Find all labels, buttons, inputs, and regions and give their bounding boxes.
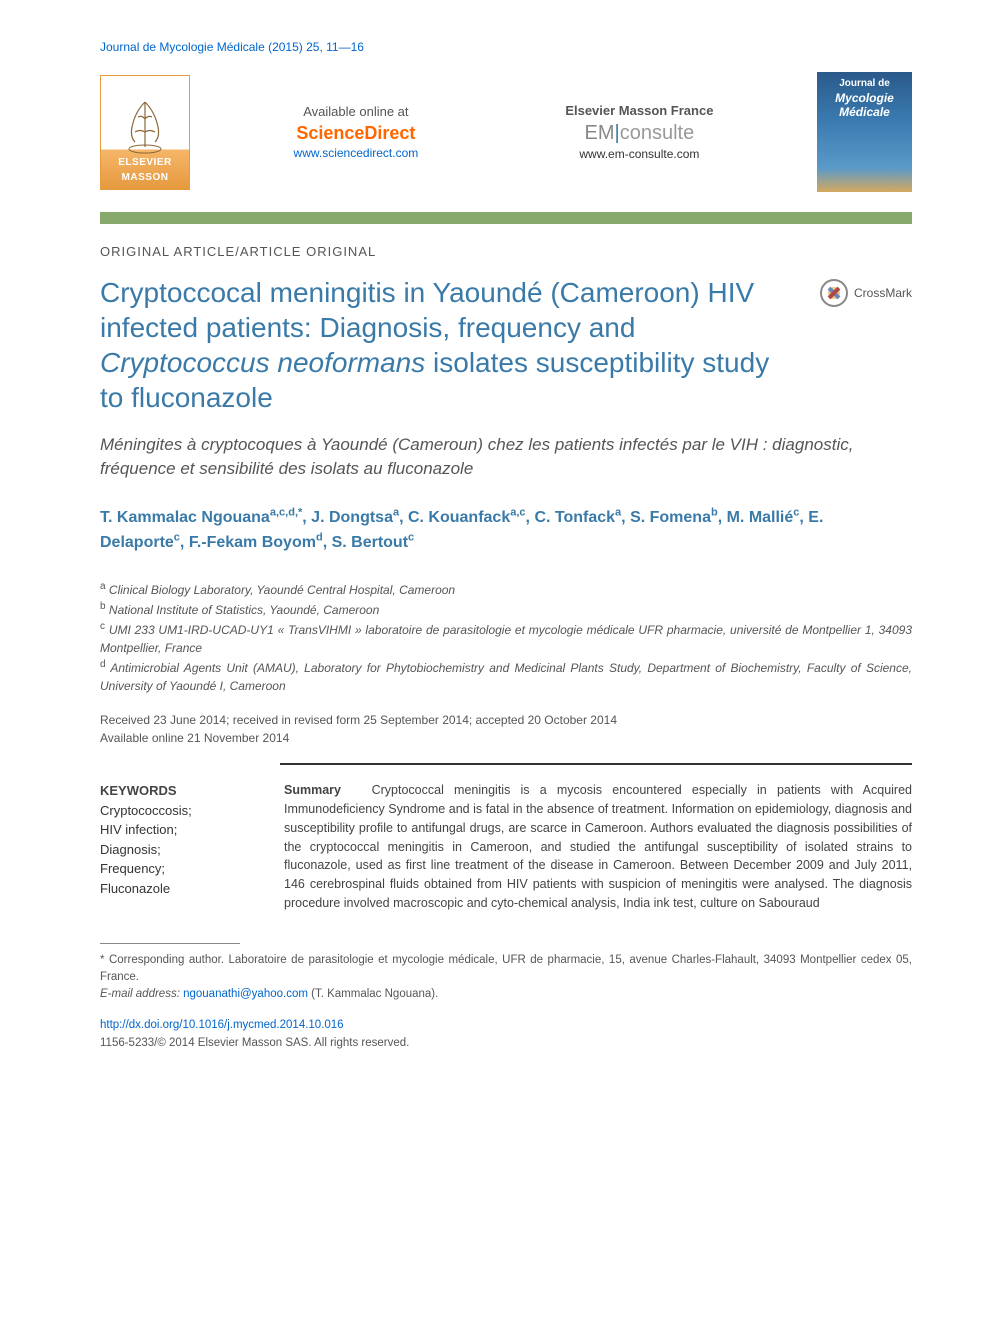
corresponding-author-note: * Corresponding author. Laboratoire de p… [100,952,912,987]
section-divider-bar [100,212,912,224]
emconsulte-block: Elsevier Masson France EM|consulte www.e… [565,103,713,161]
elsevier-masson-france-label: Elsevier Masson France [565,103,713,118]
sciencedirect-logo: ScienceDirect [294,123,419,144]
article-title: Cryptoccocal meningitis in Yaoundé (Came… [100,275,800,415]
abstract-section: KEYWORDS Cryptococcosis; HIV infection; … [100,781,912,912]
footnote-rule [100,943,240,944]
crossmark-label: CrossMark [854,286,912,300]
affiliations-list: a Clinical Biology Laboratory, Yaoundé C… [100,579,912,695]
email-line: E-mail address: ngouanathi@yahoo.com (T.… [100,986,912,1003]
article-subtitle-french: Méningites à cryptocoques à Yaoundé (Cam… [100,433,912,481]
article-dates: Received 23 June 2014; received in revis… [100,711,912,747]
elsevier-tree-icon [120,97,170,157]
keywords-column: KEYWORDS Cryptococcosis; HIV infection; … [100,781,260,912]
available-online-label: Available online at [294,104,419,119]
elsevier-label: ELSEVIER [118,157,171,172]
sciencedirect-url[interactable]: www.sciencedirect.com [294,146,419,160]
sciencedirect-block: Available online at ScienceDirect www.sc… [294,104,419,160]
doi-link[interactable]: http://dx.doi.org/10.1016/j.mycmed.2014.… [100,1019,344,1031]
abstract-text: Summary Cryptococcal meningitis is a myc… [284,781,912,912]
footnotes-block: * Corresponding author. Laboratoire de p… [100,952,912,1004]
online-links-block: Available online at ScienceDirect www.sc… [220,103,787,161]
keywords-heading: KEYWORDS [100,781,260,801]
emconsulte-url[interactable]: www.em-consulte.com [565,147,713,161]
issn-copyright: 1156-5233/© 2014 Elsevier Masson SAS. Al… [100,1035,912,1052]
abstract-top-rule [280,763,912,765]
crossmark-badge[interactable]: CrossMark [820,279,912,307]
author-email-link[interactable]: ngouanathi@yahoo.com [183,988,308,1000]
elsevier-masson-logo: ELSEVIER MASSON [100,75,190,190]
journal-reference: Journal de Mycologie Médicale (2015) 25,… [100,40,912,54]
author-list: T. Kammalac Ngouanaa,c,d,*, J. Dongtsaa,… [100,505,912,556]
crossmark-icon [820,279,848,307]
masson-label: MASSON [122,172,169,189]
journal-cover-thumbnail: Journal de Mycologie Médicale [817,72,912,192]
article-type-label: ORIGINAL ARTICLE/ARTICLE ORIGINAL [100,244,912,259]
keywords-list: Cryptococcosis; HIV infection; Diagnosis… [100,801,260,899]
publisher-banner: ELSEVIER MASSON Available online at Scie… [100,72,912,192]
doi-copyright-block: http://dx.doi.org/10.1016/j.mycmed.2014.… [100,1017,912,1052]
emconsulte-logo: EM|consulte [565,122,713,145]
